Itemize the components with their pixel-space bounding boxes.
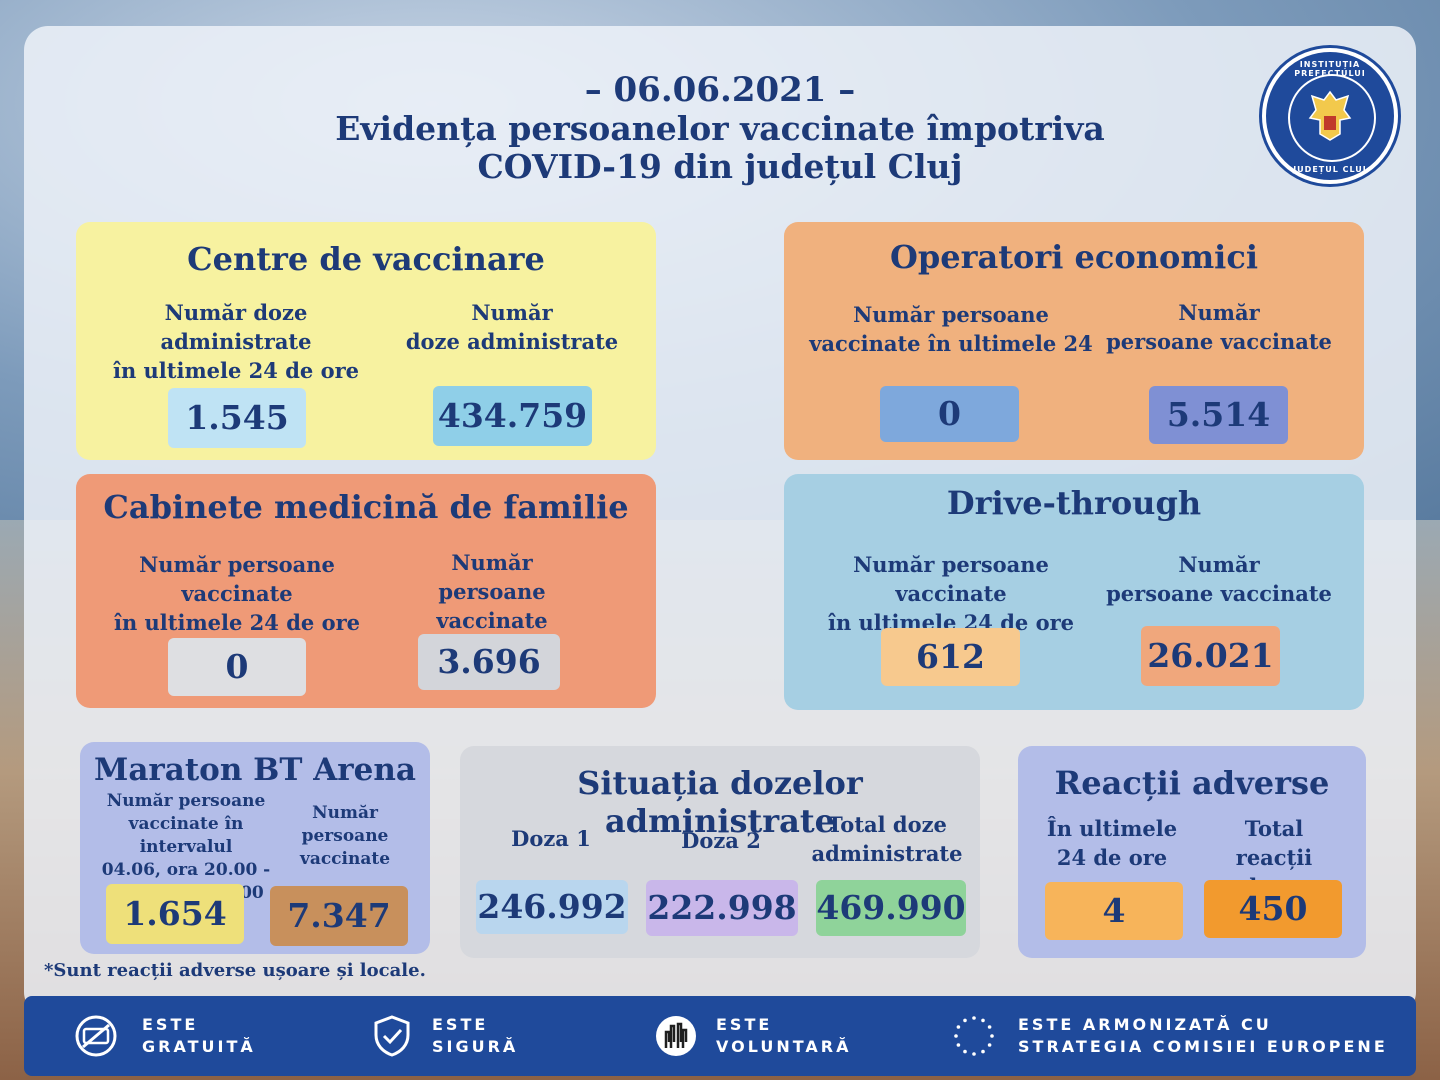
footer-text-voluntary: ESTE VOLUNTARĂ xyxy=(716,1015,852,1056)
value-reactions-24h: 4 xyxy=(1045,882,1183,940)
seal-top-text: INSTITUȚIA PREFECTULUI xyxy=(1294,60,1366,78)
card-situatia-dozelor: Situația dozelor administrate Doza 1 Doz… xyxy=(460,746,980,958)
label-persons-24h: Număr persoane vaccinate în ultimele 24 xyxy=(809,302,1093,356)
card-title: Maraton BT Arena xyxy=(94,752,416,788)
card-operatori-economici: Operatori economici Număr persoane vacci… xyxy=(784,222,1364,460)
label-persons-total: Număr persoane vaccinate xyxy=(299,803,391,869)
value-doza-1: 246.992 xyxy=(476,880,628,934)
label-doza-2: Doza 2 xyxy=(681,828,761,853)
label-persons-24h: Număr persoane vaccinate în ultimele 24 … xyxy=(827,552,1075,635)
card-title: Centre de vaccinare xyxy=(187,240,545,278)
free-icon xyxy=(75,1015,117,1057)
value-total-doses: 469.990 xyxy=(816,880,966,936)
label-reactions-24h: În ultimele 24 de ore xyxy=(1046,816,1178,870)
seal-inner-ring xyxy=(1288,74,1376,162)
label-doses-total: Număr doze administrate xyxy=(405,300,619,354)
footer-text-safe: ESTE SIGURĂ xyxy=(432,1015,519,1056)
value-doses-24h: 1.545 xyxy=(168,388,306,448)
report-date: – 06.06.2021 – xyxy=(584,70,856,110)
footer-item-free: ESTE GRATUITĂ xyxy=(74,996,304,1076)
footer-bar: ESTE GRATUITĂ ESTE SIGURĂ ESTE VOLUNTARĂ xyxy=(24,996,1416,1076)
card-reactii-adverse: Reacții adverse În ultimele 24 de ore To… xyxy=(1018,746,1366,958)
prefecture-seal-logo: INSTITUȚIA PREFECTULUI JUDEȚUL CLUJ xyxy=(1262,48,1398,184)
label-persons-total: Număr persoane vaccinate xyxy=(1106,300,1332,354)
card-title: Situația dozelor administrate xyxy=(577,764,863,840)
label-persons-total: Număr persoane vaccinate xyxy=(436,550,548,633)
label-total-doses: Total doze administrate xyxy=(811,812,963,866)
label-doza-1: Doza 1 xyxy=(511,826,591,851)
value-persons-total: 26.021 xyxy=(1141,626,1280,686)
card-cabinete-medicina-familie: Cabinete medicină de familie Număr perso… xyxy=(76,474,656,708)
footnote: *Sunt reacții adverse ușoare și locale. xyxy=(44,960,426,981)
card-title: Operatori economici xyxy=(890,238,1258,276)
seal-bottom-text: JUDEȚUL CLUJ xyxy=(1293,165,1367,174)
card-centre-vaccinare: Centre de vaccinare Număr doze administr… xyxy=(76,222,656,460)
label-doses-24h: Număr doze administrate în ultimele 24 d… xyxy=(112,300,360,383)
coat-of-arms-icon xyxy=(1308,90,1352,141)
report-title-line2: COVID-19 din județul Cluj xyxy=(477,147,963,186)
card-drive-through: Drive-through Număr persoane vaccinate î… xyxy=(784,474,1364,710)
value-persons-interval: 1.654 xyxy=(106,884,244,944)
shield-check-icon xyxy=(374,1015,410,1057)
card-title: Cabinete medicină de familie xyxy=(103,488,629,526)
card-title: Reacții adverse xyxy=(1054,764,1330,802)
label-persons-24h: Număr persoane vaccinate în ultimele 24 … xyxy=(113,552,361,635)
footer-item-eu-strategy: ESTE ARMONIZATĂ CU STRATEGIA COMISIEI EU… xyxy=(952,996,1392,1076)
value-reactions-total: 450 xyxy=(1204,880,1342,938)
card-maraton-bt-arena: Maraton BT Arena Număr persoane vaccinat… xyxy=(80,742,430,954)
eu-stars-icon xyxy=(954,1016,994,1056)
label-persons-total: Număr persoane vaccinate xyxy=(1106,552,1332,606)
footer-text-free: ESTE GRATUITĂ xyxy=(142,1015,256,1056)
value-persons-24h: 0 xyxy=(168,638,306,696)
value-persons-total: 5.514 xyxy=(1149,386,1288,444)
footer-item-voluntary: ESTE VOLUNTARĂ xyxy=(654,996,914,1076)
raised-hands-icon xyxy=(656,1016,696,1056)
value-persons-24h: 0 xyxy=(880,386,1019,442)
footer-item-safe: ESTE SIGURĂ xyxy=(370,996,600,1076)
value-persons-24h: 612 xyxy=(881,628,1020,686)
header: – 06.06.2021 – Evidența persoanelor vacc… xyxy=(0,70,1440,186)
value-doses-total: 434.759 xyxy=(433,386,592,446)
card-title: Drive-through xyxy=(946,484,1202,522)
report-title-line1: Evidența persoanelor vaccinate împotriva xyxy=(335,109,1105,148)
footer-text-eu-strategy: ESTE ARMONIZATĂ CU STRATEGIA COMISIEI EU… xyxy=(1018,1015,1388,1056)
value-doza-2: 222.998 xyxy=(646,880,798,936)
value-persons-total: 7.347 xyxy=(270,886,408,946)
value-persons-total: 3.696 xyxy=(418,634,560,690)
